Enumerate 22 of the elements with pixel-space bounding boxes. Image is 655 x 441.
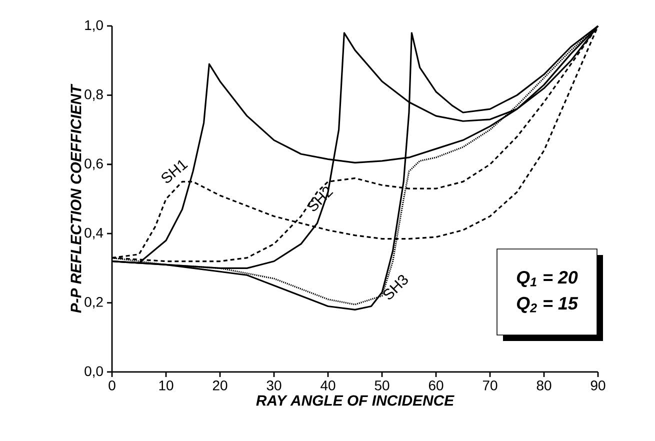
text: SH3 <box>384 274 408 300</box>
y-tick-label: 0,6 <box>84 158 103 170</box>
y-tick-label: 0,2 <box>84 297 103 309</box>
x-tick-label: 40 <box>320 380 336 390</box>
x-axis-title: RAY ANGLE OF INCIDENCE <box>256 395 454 406</box>
y-axis-title: P-P REFLECTION COEFFICIENT <box>70 84 82 313</box>
x-tick-label: 20 <box>212 380 228 390</box>
x-tick-label: 70 <box>482 380 498 390</box>
y-tick-label: 0,0 <box>84 366 103 378</box>
x-tick-label: 80 <box>536 380 552 390</box>
y-tick-label: 0,4 <box>84 228 104 240</box>
x-tick-label: 10 <box>159 380 174 390</box>
x-tick-label: 50 <box>374 380 390 390</box>
x-tick-label: 60 <box>428 380 444 390</box>
x-tick-label: 90 <box>590 380 606 390</box>
y-tick-label: 0,8 <box>84 89 103 101</box>
annotation: Q$_{2}$ = 15 <box>516 296 578 313</box>
text: SH1 <box>162 160 188 183</box>
annotation: Q$_{1}$ = 20 <box>516 271 578 288</box>
x-tick-label: 30 <box>266 380 282 390</box>
y-tick-label: 1,0 <box>85 20 103 32</box>
x-tick-label: 0 <box>108 380 116 390</box>
